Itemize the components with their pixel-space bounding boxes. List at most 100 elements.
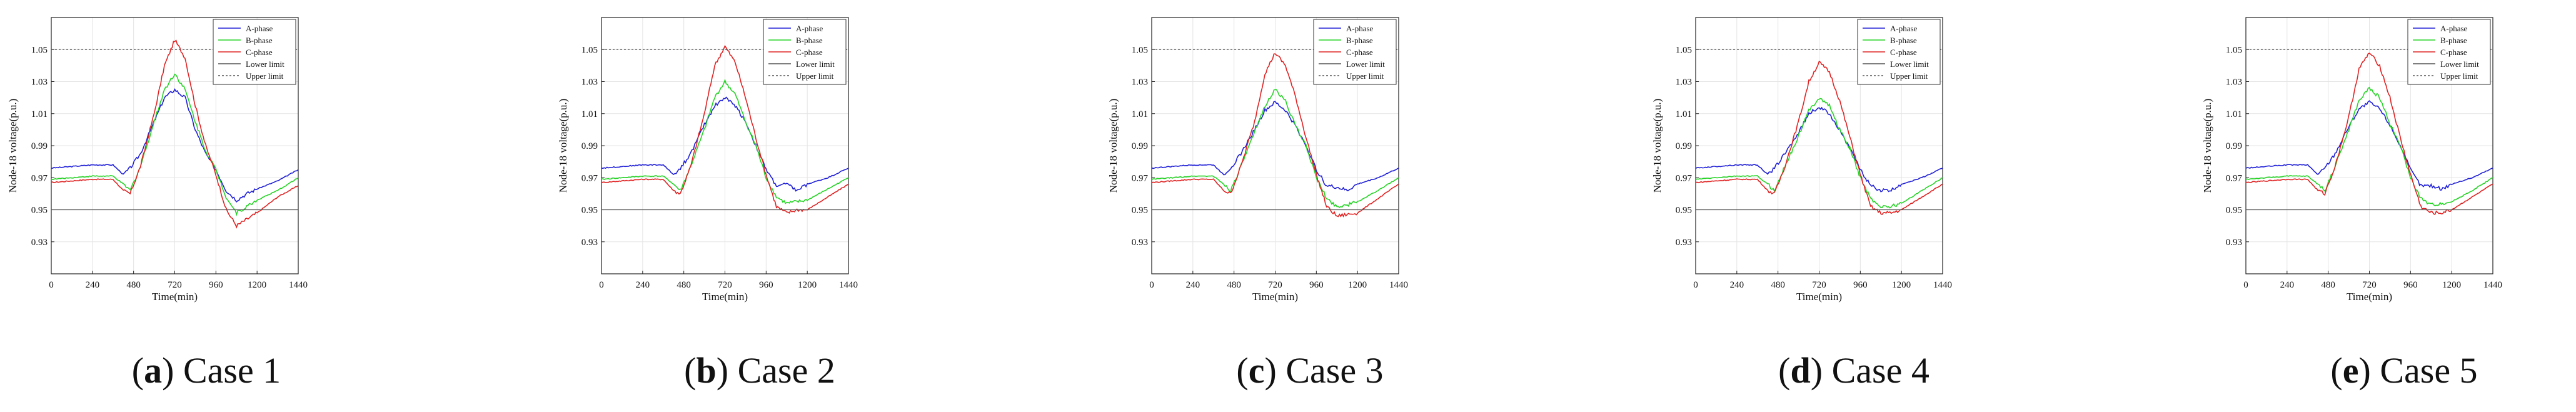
y-tick-label: 0.95 — [1132, 206, 1148, 216]
x-tick-label: 720 — [1268, 280, 1282, 290]
y-tick-label: 0.99 — [1676, 141, 1692, 151]
x-tick-label: 1440 — [2483, 280, 2502, 290]
x-axis-label: Time(min) — [1252, 291, 1298, 303]
y-tick-label: 1.05 — [1132, 45, 1148, 55]
y-tick-label: 0.93 — [31, 238, 48, 248]
y-tick-label: 1.03 — [1132, 78, 1148, 88]
caption-open-paren: ( — [2330, 350, 2342, 391]
y-tick-label: 0.93 — [1676, 238, 1692, 248]
y-tick-label: 0.97 — [1132, 173, 1149, 183]
legend-label: Lower limit — [246, 59, 284, 69]
y-axis-label: Node-18 voltage(p.u.) — [7, 99, 19, 193]
panel-caption: (a) Case 1 — [132, 350, 281, 391]
legend-label: Lower limit — [2440, 59, 2479, 69]
caption-case-label: ) Case 5 — [2359, 350, 2478, 391]
y-tick-label: 0.99 — [581, 141, 598, 151]
y-tick-label: 1.01 — [2226, 109, 2242, 119]
y-tick-label: 0.99 — [31, 141, 48, 151]
series-line-c-phase — [51, 39, 299, 229]
caption-letter: b — [697, 350, 717, 391]
caption-letter: d — [1791, 350, 1811, 391]
legend-label: C-phase — [2440, 48, 2467, 57]
x-tick-label: 720 — [2362, 280, 2377, 290]
legend-label: B-phase — [796, 36, 823, 45]
x-tick-label: 240 — [1730, 280, 1744, 290]
caption-open-paren: ( — [1236, 350, 1248, 391]
x-tick-label: 240 — [86, 280, 100, 290]
panel-caption: (c) Case 3 — [1236, 350, 1383, 391]
x-tick-label: 240 — [636, 280, 650, 290]
series-line-b-phase — [2245, 86, 2493, 206]
legend-label: C-phase — [246, 48, 273, 57]
chart-panel-4: 0 240 480 720 960 1200 1440 0.93 0.95 0.97 0.99 1.0… — [1651, 17, 1952, 391]
x-axis-label: Time(min) — [1796, 291, 1842, 303]
x-tick-label: 1440 — [289, 280, 308, 290]
panel-caption: (b) Case 2 — [684, 350, 835, 391]
x-tick-label: 960 — [2403, 280, 2418, 290]
legend-label: Upper limit — [796, 71, 834, 81]
caption-letter: e — [2343, 350, 2359, 391]
caption-letter: a — [144, 350, 162, 391]
caption-open-paren: ( — [684, 350, 696, 391]
y-tick-label: 1.05 — [1676, 45, 1692, 55]
y-tick-label: 0.99 — [1132, 141, 1148, 151]
y-axis-label: Node-18 voltage(p.u.) — [557, 99, 569, 193]
x-tick-label: 240 — [2280, 280, 2295, 290]
y-tick-label: 1.05 — [2226, 45, 2242, 55]
x-tick-label: 960 — [759, 280, 773, 290]
caption-case-label: ) Case 4 — [1811, 350, 1929, 391]
caption-open-paren: ( — [1778, 350, 1790, 391]
x-tick-label: 1200 — [1348, 280, 1367, 290]
legend-label: A-phase — [1346, 24, 1374, 33]
y-axis-label: Node-18 voltage(p.u.) — [1651, 99, 1663, 193]
series-line-a-phase — [1695, 106, 1943, 193]
legend-label: B-phase — [1346, 36, 1373, 45]
y-tick-label: 1.03 — [31, 78, 48, 88]
legend-label: A-phase — [1890, 24, 1918, 33]
y-tick-label: 1.01 — [31, 109, 48, 119]
series-line-a-phase — [601, 96, 849, 192]
legend-label: B-phase — [246, 36, 273, 45]
x-tick-label: 960 — [209, 280, 223, 290]
y-tick-label: 0.97 — [581, 173, 598, 183]
y-tick-label: 0.95 — [31, 206, 48, 216]
legend-label: Upper limit — [2440, 71, 2478, 81]
legend-label: B-phase — [2440, 36, 2467, 45]
y-tick-label: 1.05 — [31, 45, 48, 55]
legend-label: Lower limit — [1346, 59, 1385, 69]
y-tick-label: 0.97 — [31, 173, 48, 183]
x-tick-label: 480 — [126, 280, 141, 290]
series-line-c-phase — [2245, 53, 2493, 216]
legend-label: Lower limit — [796, 59, 835, 69]
y-axis-label: Node-18 voltage(p.u.) — [1107, 99, 1119, 193]
y-tick-label: 1.01 — [1132, 109, 1148, 119]
panel-caption: (d) Case 4 — [1778, 350, 1929, 391]
x-axis-label: Time(min) — [702, 291, 748, 303]
x-tick-label: 1200 — [798, 280, 817, 290]
x-tick-label: 1200 — [248, 280, 266, 290]
y-tick-label: 0.95 — [581, 206, 598, 216]
series-line-b-phase — [1695, 98, 1943, 209]
series-line-a-phase — [51, 88, 299, 203]
y-axis-label: Node-18 voltage(p.u.) — [2201, 99, 2213, 193]
x-tick-label: 1440 — [1389, 280, 1408, 290]
x-tick-label: 1440 — [1933, 280, 1952, 290]
caption-case-label: ) Case 2 — [717, 350, 835, 391]
series-line-b-phase — [601, 78, 849, 204]
legend-label: Lower limit — [1890, 59, 1929, 69]
x-tick-label: 480 — [1227, 280, 1241, 290]
caption-case-label: ) Case 1 — [162, 350, 281, 391]
legend-label: C-phase — [1890, 48, 1917, 57]
y-tick-label: 0.95 — [1676, 206, 1692, 216]
legend-label: Upper limit — [246, 71, 284, 81]
x-tick-label: 0 — [1693, 280, 1698, 290]
legend-label: A-phase — [246, 24, 273, 33]
y-tick-label: 0.93 — [1132, 238, 1148, 248]
y-tick-label: 1.01 — [1676, 109, 1692, 119]
x-tick-label: 480 — [2321, 280, 2335, 290]
panel-caption: (e) Case 5 — [2330, 350, 2477, 391]
x-tick-label: 960 — [1853, 280, 1868, 290]
x-tick-label: 1440 — [839, 280, 858, 290]
